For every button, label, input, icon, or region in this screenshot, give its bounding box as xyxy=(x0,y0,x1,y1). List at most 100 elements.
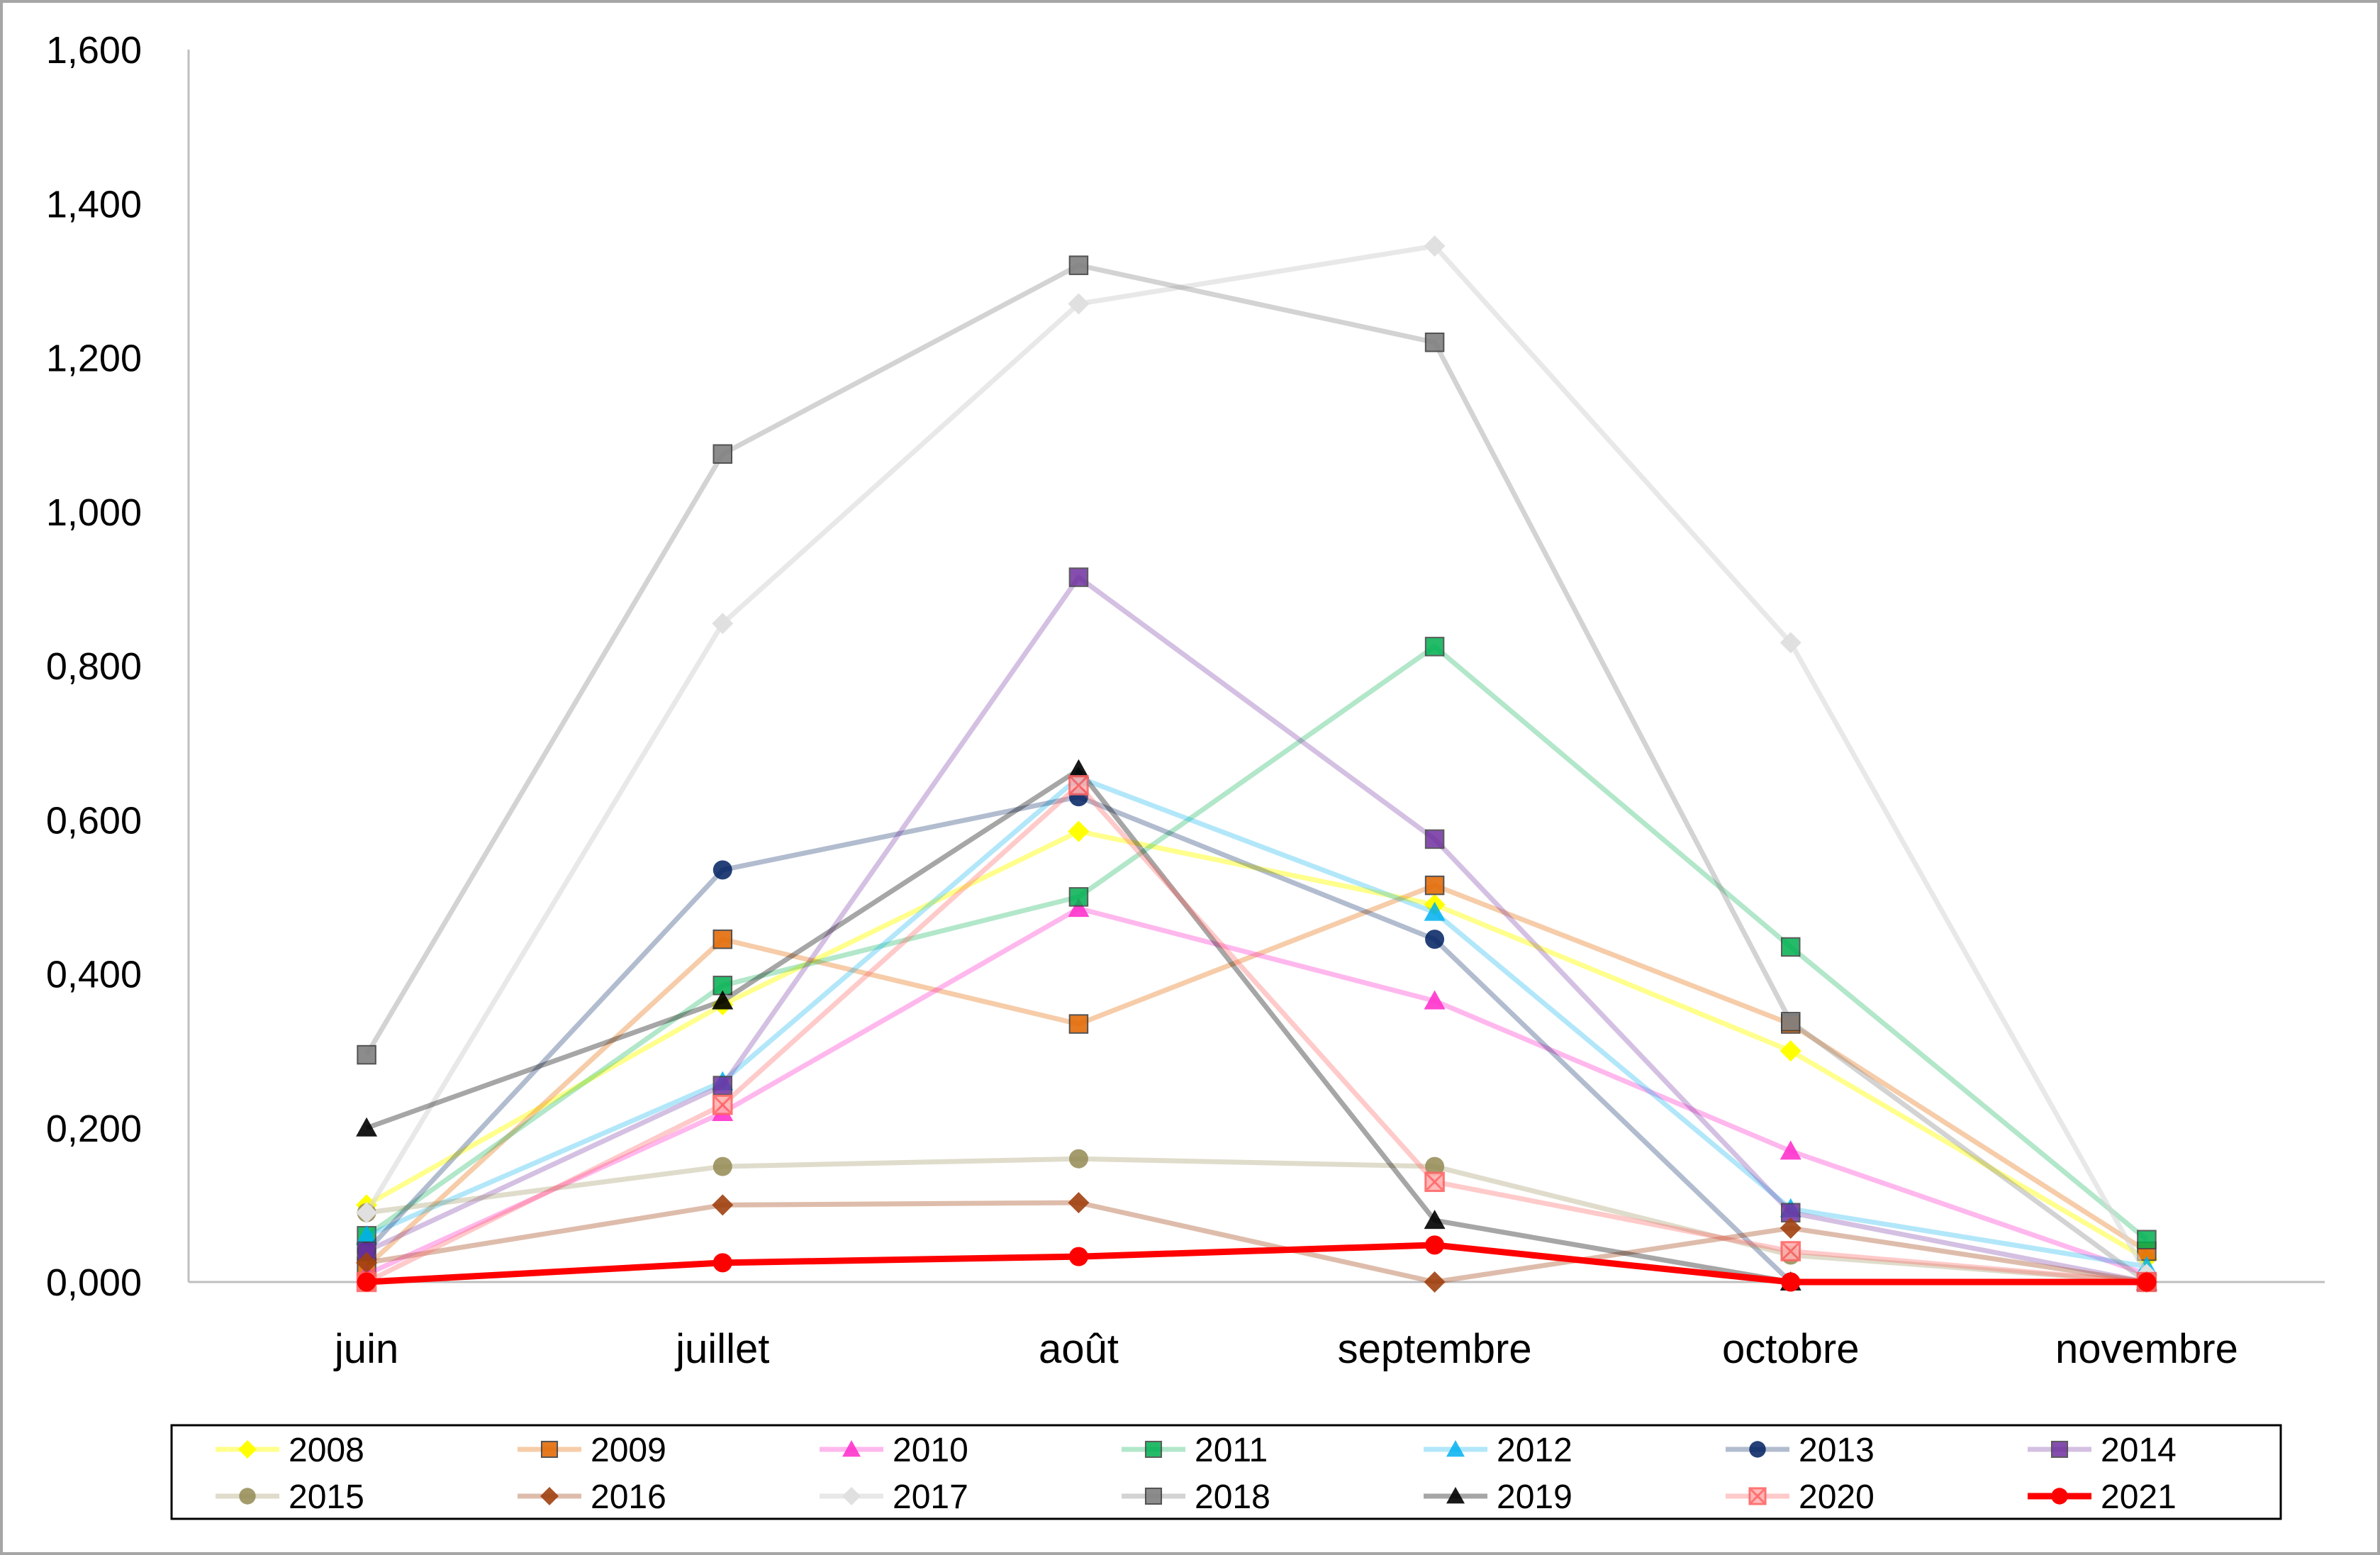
data-point-legend-2016 xyxy=(540,1487,559,1505)
y-tick-label: 1,400 xyxy=(46,183,142,225)
data-point-2021-3 xyxy=(1425,1235,1445,1255)
data-point-legend-2013 xyxy=(1749,1441,1766,1458)
legend-item-2008: 2008 xyxy=(216,1432,364,1469)
data-point-2017-0 xyxy=(356,1202,378,1224)
data-point-2016-4 xyxy=(1780,1217,1801,1239)
legend-item-2018: 2018 xyxy=(1122,1478,1270,1516)
series-2016 xyxy=(356,1192,2157,1293)
data-point-2020-1 xyxy=(713,1094,733,1115)
data-point-2018-1 xyxy=(713,444,732,464)
data-point-2017-1 xyxy=(712,613,734,635)
data-point-2011-3 xyxy=(1424,637,1445,657)
series-line-2011 xyxy=(365,644,2149,1242)
data-point-legend-2018 xyxy=(1144,1487,1163,1505)
data-point-2019-0 xyxy=(356,1117,378,1137)
y-tick-label: 1,000 xyxy=(46,491,142,534)
y-tick-label: 0,200 xyxy=(46,1108,142,1150)
data-point-2021-0 xyxy=(357,1272,376,1292)
legend-box xyxy=(170,1424,2282,1520)
series-2017 xyxy=(356,235,2157,1286)
series-2011 xyxy=(357,637,2157,1250)
data-point-legend-2021 xyxy=(2051,1488,2068,1505)
series-line-2020 xyxy=(365,782,2147,1285)
legend-item-2017: 2017 xyxy=(820,1478,968,1516)
data-point-2011-4 xyxy=(1781,937,1801,957)
data-point-2018-4 xyxy=(1781,1012,1801,1032)
data-point-2015-3 xyxy=(1425,1157,1445,1176)
data-point-2016-0 xyxy=(356,1252,378,1273)
y-tick-label: 0,400 xyxy=(46,954,142,996)
legend-item-2015: 2015 xyxy=(216,1478,364,1516)
legend-label: 2011 xyxy=(1195,1432,1268,1469)
x-tick-label: août xyxy=(1039,1326,1119,1372)
series-line-2010 xyxy=(365,905,2148,1277)
data-point-2019-3 xyxy=(1424,1210,1446,1230)
legend: 2008 2009 2010 2011 2012 2013 2014 2015 2016 2017… xyxy=(170,1424,2282,1520)
data-point-2011-5 xyxy=(2137,1230,2157,1250)
y-tick-label: 0,800 xyxy=(46,645,142,688)
data-point-2014-3 xyxy=(1424,829,1445,849)
axes: 0,000 0,200 0,400 0,600 0,800 1,000 1,200 1,400… xyxy=(46,29,2325,1372)
data-point-2009-2 xyxy=(1068,1014,1089,1034)
line-chart: 0,000 0,200 0,400 0,600 0,800 1,000 1,200 1,400… xyxy=(46,29,2325,1520)
data-point-legend-2008 xyxy=(238,1440,257,1459)
legend-item-2012: 2012 xyxy=(1424,1432,1572,1469)
data-point-2008-4 xyxy=(1780,1040,1801,1062)
data-point-legend-2014 xyxy=(2050,1440,2069,1459)
legend-label: 2020 xyxy=(1799,1478,1875,1516)
y-tick-label: 0,600 xyxy=(46,799,142,842)
data-point-2016-1 xyxy=(712,1194,734,1216)
data-point-legend-2019 xyxy=(1446,1487,1465,1504)
series-line-2016 xyxy=(366,1200,2147,1285)
legend-item-2016: 2016 xyxy=(518,1478,666,1516)
series-line-2013 xyxy=(364,794,2147,1285)
data-point-2020-3 xyxy=(1424,1171,1445,1193)
legend-label: 2017 xyxy=(893,1478,968,1516)
data-point-2013-3 xyxy=(1425,930,1445,949)
data-point-2015-2 xyxy=(1068,1149,1088,1169)
data-point-2008-2 xyxy=(1068,820,1090,842)
data-point-legend-2020 xyxy=(1748,1487,1767,1505)
data-point-2020-2 xyxy=(1068,775,1089,796)
series-line-2018 xyxy=(364,262,2148,1284)
data-point-2013-1 xyxy=(713,860,732,880)
data-point-2018-3 xyxy=(1424,333,1445,352)
data-point-2014-2 xyxy=(1068,567,1089,587)
data-point-2021-5 xyxy=(2137,1272,2157,1292)
data-point-2015-1 xyxy=(713,1157,732,1176)
data-point-2010-2 xyxy=(1068,898,1090,918)
data-point-2010-3 xyxy=(1424,990,1446,1010)
legend-item-2014: 2014 xyxy=(2028,1432,2177,1469)
legend-label: 2012 xyxy=(1497,1432,1572,1469)
data-point-2019-1 xyxy=(712,990,734,1010)
data-point-legend-2009 xyxy=(540,1440,559,1459)
data-point-2017-2 xyxy=(1068,293,1090,315)
series-line-2015 xyxy=(366,1156,2147,1285)
series-line-2009 xyxy=(364,883,2148,1269)
series-2012 xyxy=(356,767,2157,1276)
series-line-2012 xyxy=(365,775,2147,1269)
data-point-2021-1 xyxy=(713,1253,732,1273)
legend-label: 2015 xyxy=(289,1478,364,1516)
series-line-2014 xyxy=(365,574,2147,1285)
series-2013 xyxy=(357,787,2157,1292)
data-point-2021-4 xyxy=(1781,1272,1801,1292)
series-line-2021 xyxy=(366,1242,2147,1286)
legend-label: 2016 xyxy=(591,1478,666,1516)
series-group xyxy=(356,235,2157,1293)
x-tick-label: juin xyxy=(333,1326,398,1372)
x-tick-label: octobre xyxy=(1722,1326,1859,1372)
legend-label: 2021 xyxy=(2101,1478,2177,1516)
series-2021 xyxy=(357,1235,2157,1292)
x-tick-label: juillet xyxy=(674,1326,769,1372)
data-point-legend-2011 xyxy=(1144,1440,1163,1459)
legend-item-2010: 2010 xyxy=(820,1432,968,1469)
data-point-2020-4 xyxy=(1780,1241,1801,1261)
legend-label: 2009 xyxy=(591,1432,666,1469)
x-tick-label: septembre xyxy=(1338,1326,1532,1372)
legend-item-2019: 2019 xyxy=(1424,1478,1572,1516)
legend-label: 2013 xyxy=(1799,1432,1875,1469)
y-tick-label: 1,200 xyxy=(46,338,142,380)
legend-label: 2014 xyxy=(2101,1432,2177,1469)
